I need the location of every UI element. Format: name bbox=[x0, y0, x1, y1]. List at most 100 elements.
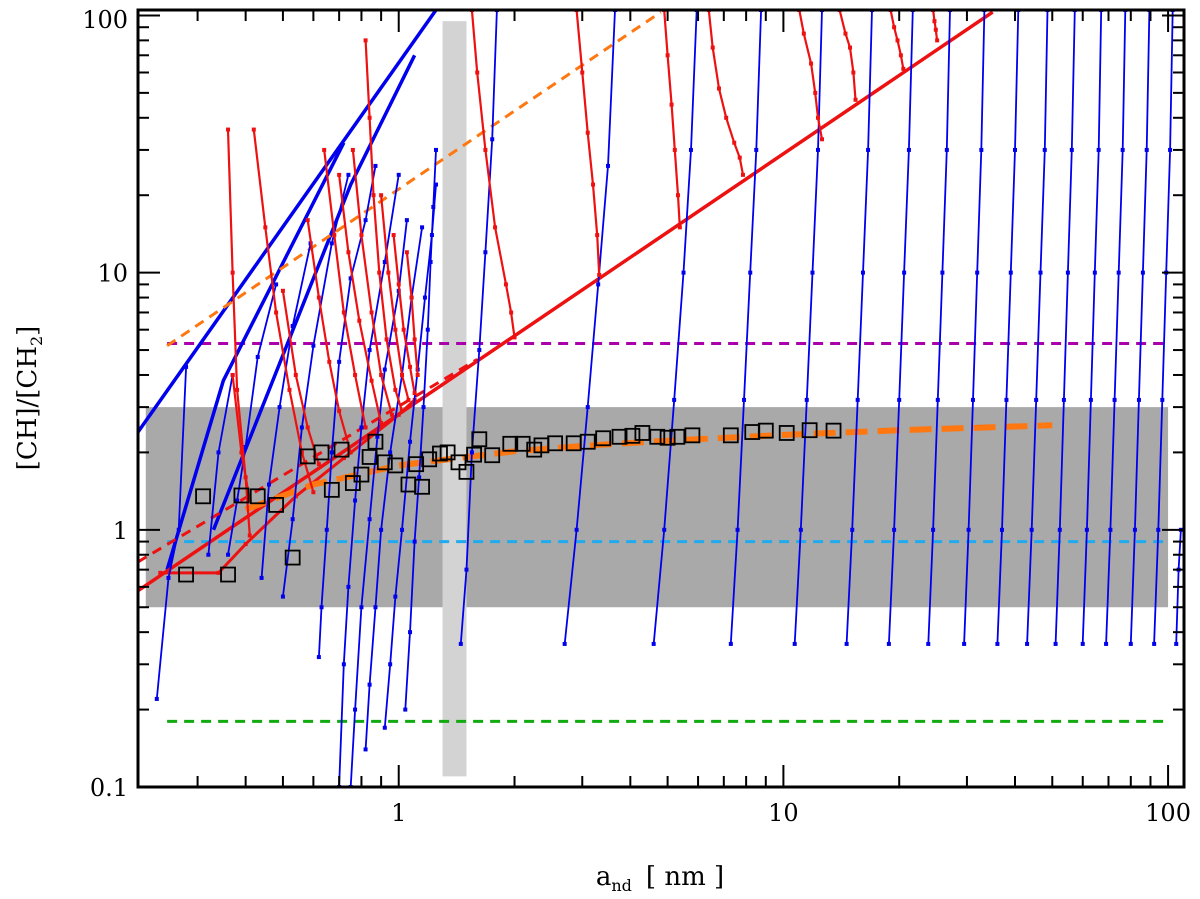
series-11-point-3 bbox=[290, 324, 295, 329]
series-18-point-6 bbox=[428, 259, 433, 264]
series-5-point-1 bbox=[216, 570, 221, 575]
series-23-point-2 bbox=[804, 397, 809, 402]
series-14-point-6 bbox=[382, 259, 387, 264]
series-25-point-0 bbox=[886, 641, 891, 646]
series-43-point-3 bbox=[379, 372, 384, 377]
series-13-point-1 bbox=[319, 605, 324, 610]
series-44-point-2 bbox=[371, 193, 376, 198]
series-21-point-1 bbox=[662, 527, 667, 532]
series-13-point-2 bbox=[324, 527, 329, 532]
series-line-26 bbox=[927, 10, 951, 644]
series-25-point-3 bbox=[902, 270, 907, 275]
square-marker-1 bbox=[195, 488, 211, 505]
square-marker-18 bbox=[408, 456, 425, 473]
x-tick-label-2: 100 bbox=[1145, 799, 1191, 827]
series-24-point-4 bbox=[866, 147, 871, 152]
series-16-point-4 bbox=[388, 450, 393, 455]
series-51-point-4 bbox=[732, 140, 737, 145]
series-55-point-3 bbox=[935, 38, 940, 43]
series-21-point-4 bbox=[688, 147, 693, 152]
series-15-point-4 bbox=[375, 434, 380, 439]
series-line-20 bbox=[563, 10, 616, 644]
series-line-0 bbox=[138, 10, 438, 434]
series-31-point-0 bbox=[1080, 641, 1085, 646]
series-18-point-2 bbox=[412, 539, 417, 544]
series-19-point-3 bbox=[477, 348, 482, 353]
series-line-33 bbox=[1129, 10, 1151, 644]
series-24-point-1 bbox=[850, 527, 855, 532]
series-54-point-3 bbox=[898, 53, 903, 58]
x-axis-units: [ nm ] bbox=[646, 862, 724, 892]
series-33-point-0 bbox=[1128, 641, 1133, 646]
series-22-point-2 bbox=[742, 397, 747, 402]
series-48-point-3 bbox=[493, 225, 498, 230]
series-43-point-1 bbox=[359, 233, 364, 238]
series-34-point-2 bbox=[1160, 397, 1165, 402]
series-38-point-1 bbox=[263, 225, 268, 230]
series-40-point-0 bbox=[305, 218, 310, 223]
plot-area bbox=[138, 10, 1183, 787]
square-marker-16 bbox=[387, 457, 404, 474]
series-line-38 bbox=[252, 129, 315, 493]
square-marker-28 bbox=[502, 435, 519, 452]
series-27-point-1 bbox=[966, 527, 971, 532]
square-marker-25 bbox=[466, 446, 482, 463]
square-marker-32 bbox=[547, 435, 564, 452]
series-12-point-0 bbox=[280, 594, 285, 599]
series-line-22 bbox=[729, 10, 762, 644]
square-marker-26 bbox=[471, 431, 488, 448]
series-23-point-4 bbox=[815, 147, 820, 152]
series-35-point-0 bbox=[1174, 641, 1179, 646]
series-18-point-0 bbox=[403, 707, 408, 712]
square-marker-23 bbox=[450, 454, 467, 471]
series-34-point-0 bbox=[1152, 641, 1157, 646]
series-line-14 bbox=[338, 174, 400, 787]
series-40-point-2 bbox=[327, 359, 332, 364]
series-33-point-1 bbox=[1132, 527, 1137, 532]
series-22-point-1 bbox=[735, 527, 740, 532]
series-line-46 bbox=[392, 234, 416, 394]
series-47-point-0 bbox=[404, 250, 409, 255]
square-marker-9 bbox=[323, 481, 340, 498]
series-13-point-0 bbox=[316, 655, 321, 660]
x-axis-main: a bbox=[596, 862, 612, 892]
series-16-point-7 bbox=[420, 225, 425, 230]
series-44-point-3 bbox=[377, 270, 382, 275]
series-18-point-3 bbox=[417, 475, 422, 480]
series-32-point-0 bbox=[1104, 641, 1109, 646]
series-10-point-1 bbox=[235, 498, 240, 503]
series-25-point-2 bbox=[897, 397, 902, 402]
series-38-point-2 bbox=[274, 310, 279, 315]
series-42-point-2 bbox=[357, 318, 362, 323]
series-42-point-4 bbox=[379, 421, 384, 426]
series-31-point-2 bbox=[1088, 397, 1093, 402]
series-line-32 bbox=[1105, 10, 1127, 644]
series-46-point-2 bbox=[401, 327, 406, 332]
series-30-point-0 bbox=[1053, 641, 1058, 646]
series-29-point-0 bbox=[1025, 641, 1030, 646]
square-marker-11 bbox=[344, 475, 361, 491]
series-39-point-3 bbox=[316, 462, 321, 467]
series-49-point-1 bbox=[580, 70, 585, 75]
series-19-point-0 bbox=[458, 641, 463, 646]
square-marker-13 bbox=[361, 449, 378, 465]
series-17-point-8 bbox=[434, 182, 439, 187]
series-9-point-1 bbox=[216, 450, 221, 455]
series-30-point-4 bbox=[1069, 147, 1074, 152]
series-17-point-6 bbox=[422, 295, 427, 300]
series-19-point-1 bbox=[464, 567, 469, 572]
series-14-point-7 bbox=[396, 172, 401, 177]
series-27-point-4 bbox=[979, 147, 984, 152]
series-31-point-4 bbox=[1096, 147, 1101, 152]
series-42-point-0 bbox=[337, 172, 342, 177]
series-12-point-2 bbox=[299, 425, 304, 430]
series-24-point-3 bbox=[860, 270, 865, 275]
series-17-point-0 bbox=[382, 725, 387, 730]
series-51-point-2 bbox=[716, 86, 721, 91]
x-tick-label-1: 10 bbox=[768, 799, 799, 827]
series-49-point-3 bbox=[591, 182, 596, 187]
square-marker-40 bbox=[659, 429, 676, 446]
square-marker-29 bbox=[514, 435, 531, 452]
series-line-27 bbox=[963, 10, 986, 644]
